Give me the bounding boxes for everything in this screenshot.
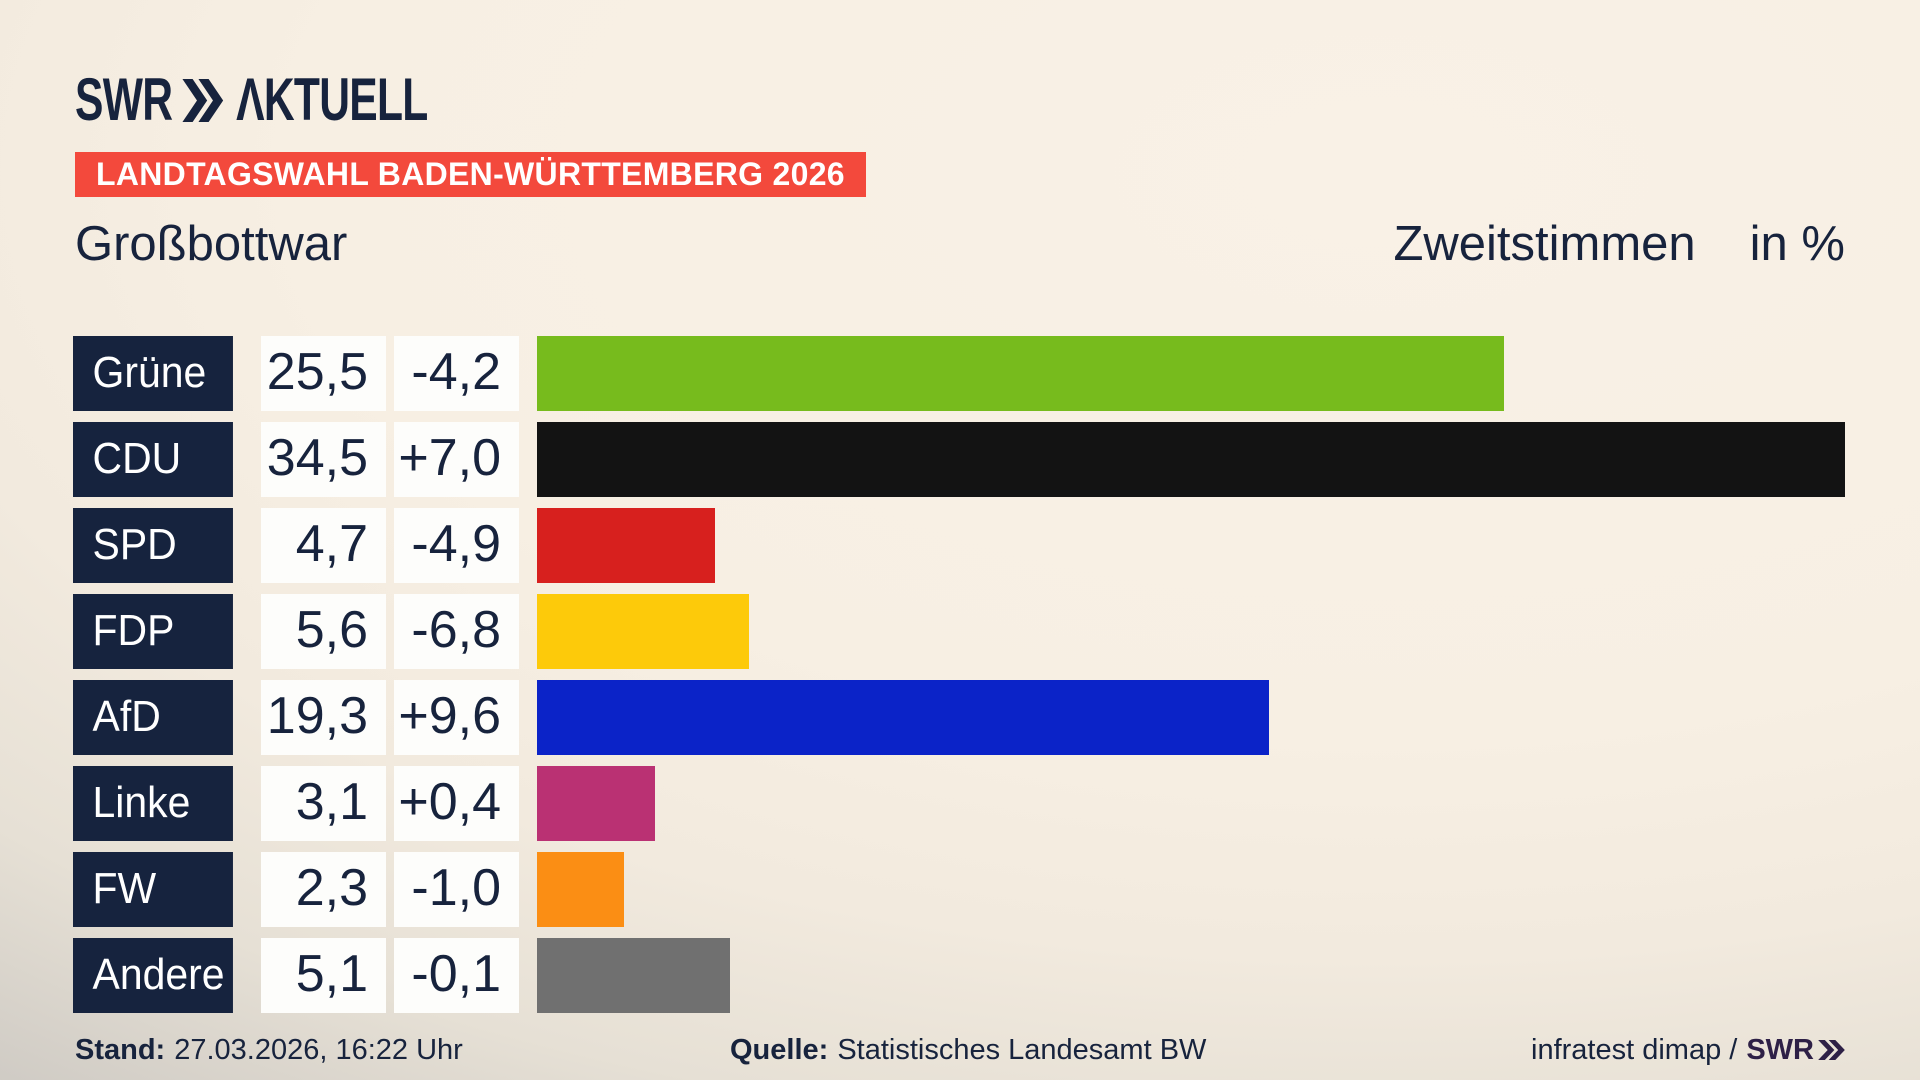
swr-wordmark: SWR — [75, 66, 173, 133]
subtitle-label: Zweitstimmen — [1393, 217, 1696, 271]
election-banner: LANDTAGSWAHL BADEN-WÜRTTEMBERG 2026 — [75, 152, 866, 197]
swr-chevrons-icon — [182, 78, 224, 122]
party-change: -4,9 — [394, 508, 519, 583]
party-bar — [537, 594, 749, 669]
party-row: Grüne 25,5 -4,2 — [73, 336, 1845, 411]
party-label: Andere — [73, 938, 233, 1013]
party-change: +7,0 — [394, 422, 519, 497]
party-label: FW — [73, 852, 233, 927]
party-change: -4,2 — [394, 336, 519, 411]
party-value: 34,5 — [261, 422, 386, 497]
stand-label: Stand: — [75, 1033, 166, 1066]
swr-wordmark-small: SWR — [1746, 1033, 1814, 1066]
subtitle: Zweitstimmen in % — [1393, 217, 1845, 272]
title-row: Großbottwar Zweitstimmen in % — [75, 217, 1845, 272]
party-row: FDP 5,6 -6,8 — [73, 594, 1845, 669]
party-label: FDP — [73, 594, 233, 669]
party-bar — [537, 680, 1269, 755]
party-label: Linke — [73, 766, 233, 841]
party-bar — [537, 422, 1845, 497]
party-change: +9,6 — [394, 680, 519, 755]
party-label: CDU — [73, 422, 233, 497]
swr-logo-small: SWR — [1746, 1034, 1845, 1067]
stand-value: 27.03.2026, 16:22 Uhr — [174, 1033, 463, 1066]
party-row: AfD 19,3 +9,6 — [73, 680, 1845, 755]
party-row: FW 2,3 -1,0 — [73, 852, 1845, 927]
party-value: 5,1 — [261, 938, 386, 1013]
party-bar — [537, 766, 655, 841]
stand-text: Stand: 27.03.2026, 16:22 Uhr — [75, 1028, 463, 1072]
party-change: -6,8 — [394, 594, 519, 669]
party-value: 2,3 — [261, 852, 386, 927]
party-label: Grüne — [73, 336, 233, 411]
footer: Stand: 27.03.2026, 16:22 Uhr Quelle: Sta… — [75, 1028, 1845, 1072]
quelle-value: Statistisches Landesamt BW — [837, 1033, 1207, 1066]
swr-chevrons-small-icon — [1818, 1040, 1845, 1060]
swr-aktuell-logo: SWR ΛKTUELL — [75, 70, 428, 130]
party-row: CDU 34,5 +7,0 — [73, 422, 1845, 497]
party-label: SPD — [73, 508, 233, 583]
party-label: AfD — [73, 680, 233, 755]
aktuell-wordmark: ΛKTUELL — [236, 66, 428, 133]
party-bar — [537, 508, 715, 583]
quelle-text: Quelle: Statistisches Landesamt BW — [730, 1028, 1206, 1072]
party-value: 4,7 — [261, 508, 386, 583]
party-value: 25,5 — [261, 336, 386, 411]
party-bar — [537, 852, 624, 927]
page-title: Großbottwar — [75, 217, 348, 271]
credit-text: infratest dimap / SWR — [1531, 1028, 1845, 1072]
credit-agency: infratest dimap / — [1531, 1033, 1738, 1066]
party-change: +0,4 — [394, 766, 519, 841]
chart-rows: Grüne 25,5 -4,2 CDU 34,5 +7,0 SPD 4,7 -4… — [73, 336, 1845, 1013]
party-row: Linke 3,1 +0,4 — [73, 766, 1845, 841]
party-value: 5,6 — [261, 594, 386, 669]
party-change: -0,1 — [394, 938, 519, 1013]
party-row: SPD 4,7 -4,9 — [73, 508, 1845, 583]
unit-label: in % — [1749, 217, 1845, 271]
quelle-label: Quelle: — [730, 1033, 829, 1066]
party-row: Andere 5,1 -0,1 — [73, 938, 1845, 1013]
party-change: -1,0 — [394, 852, 519, 927]
party-value: 3,1 — [261, 766, 386, 841]
party-bar — [537, 336, 1504, 411]
party-bar — [537, 938, 730, 1013]
party-value: 19,3 — [261, 680, 386, 755]
